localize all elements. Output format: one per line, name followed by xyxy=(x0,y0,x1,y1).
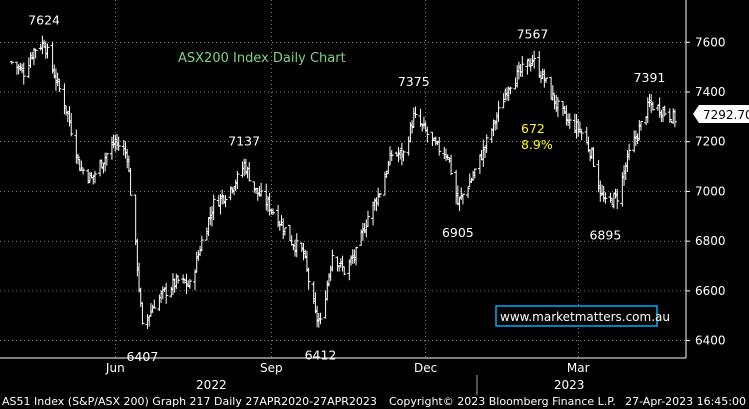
watermark-box xyxy=(495,305,658,327)
year-label: 2022 xyxy=(196,378,227,392)
y-tick-label: 7000 xyxy=(695,184,726,198)
y-tick-label: 6800 xyxy=(695,234,726,248)
last-price-label: 7292.700 xyxy=(703,108,749,122)
footer-right: 27-Apr-2023 16:45:00 xyxy=(625,395,746,408)
x-tick-label: Mar xyxy=(567,361,590,375)
year-label: 2023 xyxy=(554,378,585,392)
price-annotation: 7567 xyxy=(517,26,549,41)
chart-title: ASX200 Index Daily Chart xyxy=(178,51,346,66)
y-tick-label: 6600 xyxy=(695,284,726,298)
price-annotation: 6412 xyxy=(305,348,337,363)
footer-left: AS51 Index (S&P/ASX 200) Graph 217 Daily… xyxy=(2,395,377,408)
price-annotation: 7137 xyxy=(228,133,260,148)
gain-points-label: 672 xyxy=(521,121,545,136)
price-annotation: 6895 xyxy=(589,228,621,243)
last-price-marker xyxy=(693,105,749,123)
price-annotation: 7624 xyxy=(28,12,60,27)
axes xyxy=(0,0,687,395)
y-tick-label: 7200 xyxy=(695,135,726,149)
y-tick-label: 7400 xyxy=(695,85,726,99)
x-tick-label: Jun xyxy=(105,361,125,375)
watermark-link[interactable]: www.marketmatters.com.au xyxy=(500,310,670,324)
y-tick-label: 6400 xyxy=(695,334,726,348)
y-tick-labels: 6400 6600 6800 7000 7200 7400 7600 xyxy=(686,35,726,348)
y-tick-label: 7600 xyxy=(695,35,726,49)
price-annotation: 7391 xyxy=(634,70,666,85)
price-annotation: 6905 xyxy=(442,225,474,240)
price-annotation: 7375 xyxy=(398,74,430,89)
price-annotation: 6407 xyxy=(127,349,159,364)
gain-percent-label: 8.9% xyxy=(521,137,553,152)
x-tick-label: Dec xyxy=(414,361,437,375)
price-bars xyxy=(9,35,677,329)
price-annotations: 7624 6407 7137 6412 7375 6905 7567 6895 7391 xyxy=(28,12,665,364)
x-tick-label: Sep xyxy=(260,361,283,375)
footer-bar xyxy=(0,395,749,409)
x-tick-labels: Jun Sep Dec Mar 2022 2023 xyxy=(105,361,590,392)
footer-center: Copyright© 2023 Bloomberg Finance L.P. xyxy=(389,395,616,408)
